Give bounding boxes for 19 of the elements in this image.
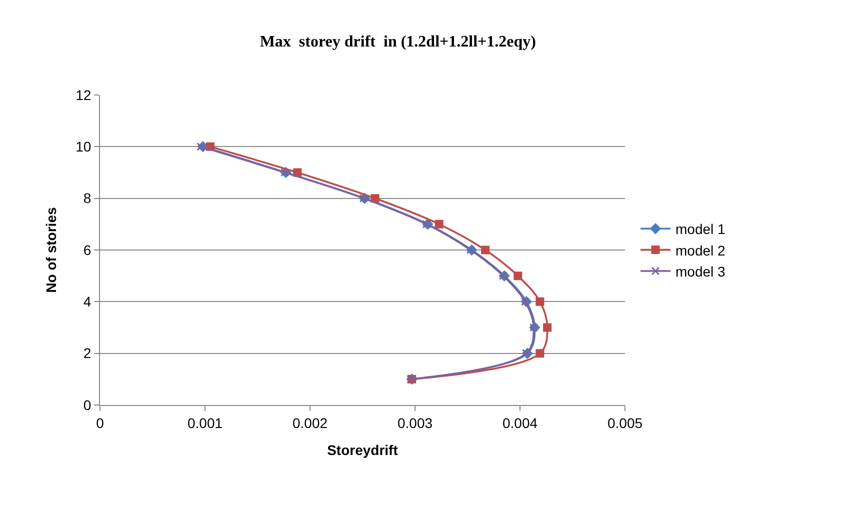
y-axis-title: No of stories [43, 207, 60, 293]
y-tick-label: 2 [83, 345, 92, 362]
x-tick-label: 0.001 [187, 414, 223, 431]
y-tick-label: 4 [83, 294, 92, 310]
x-axis-title: Storeydrift [327, 442, 398, 458]
x-tick-label: 0.002 [292, 414, 328, 431]
x-tick-label: 0 [96, 414, 104, 431]
x-tick-label: 0.003 [397, 414, 433, 431]
legend-label: model 1 [676, 221, 726, 238]
chart-title: Max storey drift in (1.2dl+1.2ll+1.2eqy) [260, 34, 536, 51]
legend-label: model 2 [676, 242, 726, 258]
y-tick-label: 10 [76, 138, 92, 155]
y-tick-label: 6 [83, 242, 92, 258]
x-tick-label: 0.004 [502, 414, 538, 431]
y-tick-label: 0 [83, 396, 92, 413]
y-tick-label: 12 [76, 86, 92, 103]
x-tick-label: 0.005 [607, 414, 643, 431]
legend-label: model 3 [676, 263, 726, 280]
y-tick-label: 8 [83, 190, 92, 206]
